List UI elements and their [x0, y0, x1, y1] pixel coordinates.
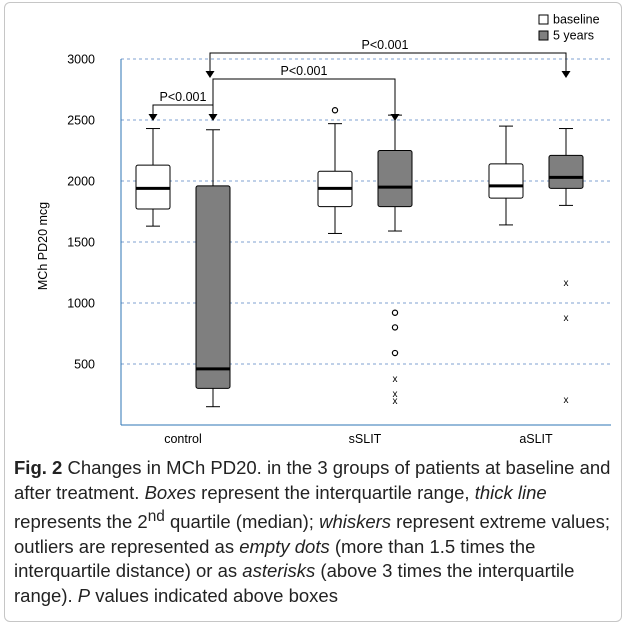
boxplot-chart: 500 1000 1500 2000 2500 3000 MCh PD20 mcg contr…: [36, 13, 611, 446]
significance-arrow: [205, 71, 215, 78]
iqr-box: [195, 185, 231, 389]
y-tick-label: 3000: [67, 53, 95, 67]
outlier-asterisk: x: [393, 374, 398, 385]
significance-bracket: [152, 104, 214, 118]
outlier-asterisk: x: [393, 396, 398, 407]
iqr-box: [488, 163, 524, 199]
figure-caption: Fig. 2 Changes in MCh PD20. in the 3 gro…: [14, 456, 612, 608]
significance-arrow: [561, 71, 571, 78]
outlier-asterisk: x: [393, 389, 398, 400]
legend-swatch-five-years: [538, 30, 549, 41]
iqr-box: [548, 154, 584, 189]
x-category-label: sSLIT: [349, 432, 382, 446]
caption-text-4: quartile (median);: [164, 511, 320, 533]
x-category-label: control: [164, 432, 202, 446]
significance-arrow: [148, 114, 158, 121]
outlier-circle: [331, 107, 339, 114]
figure-label: Fig. 2: [14, 457, 63, 478]
significance-arrow: [390, 114, 400, 121]
significance-bracket: [209, 52, 567, 75]
y-tick-label: 2000: [67, 175, 95, 189]
significance-bracket: [212, 78, 396, 118]
legend-swatch-baseline: [538, 14, 549, 25]
p-value-label: P<0.001: [362, 38, 409, 52]
outlier-circle: [391, 349, 399, 357]
y-tick-label: 1000: [67, 297, 95, 311]
caption-italic-whiskers: whiskers: [319, 511, 392, 533]
caption-superscript: nd: [147, 508, 165, 525]
caption-text-7: (above 3 times the interquartile range).: [14, 560, 575, 606]
legend-label-five-years: 5 years: [553, 29, 594, 43]
caption-italic-thick-line: thick line: [474, 481, 547, 503]
outlier-circle: [391, 324, 399, 331]
iqr-box: [377, 150, 413, 208]
caption-italic-empty-dots: empty dots: [239, 535, 330, 557]
caption-text-8: values indicated above boxes: [90, 584, 338, 606]
caption-text-3: represents the 2: [14, 511, 148, 533]
legend-label-baseline: baseline: [553, 13, 600, 27]
caption-italic-asterisks: asterisks: [242, 560, 316, 582]
y-axis-label: MCh PD20 mcg: [36, 202, 50, 290]
caption-text-1: Changes in MCh PD20. in the 3 groups of …: [14, 457, 611, 503]
x-category-label: aSLIT: [519, 432, 553, 446]
outlier-asterisk: x: [564, 278, 569, 289]
caption-italic-p: P: [77, 584, 91, 606]
outlier-asterisk: x: [564, 395, 569, 406]
p-value-label: P<0.001: [160, 90, 207, 104]
figure-frame: [4, 2, 622, 622]
caption-text-5: represent extreme values; outliers are r…: [14, 511, 611, 557]
p-value-label: P<0.001: [281, 64, 328, 78]
y-tick-label: 2500: [67, 114, 95, 128]
caption-italic-boxes: Boxes: [144, 481, 197, 503]
outlier-asterisk: x: [564, 313, 569, 324]
y-tick-label: 500: [74, 358, 95, 372]
outlier-circle: [391, 309, 399, 316]
caption-text-6: (more than 1.5 times the interquartile d…: [14, 535, 536, 582]
caption-text-2: represent the interquartile range,: [196, 481, 475, 503]
y-tick-label: 1500: [67, 236, 95, 250]
